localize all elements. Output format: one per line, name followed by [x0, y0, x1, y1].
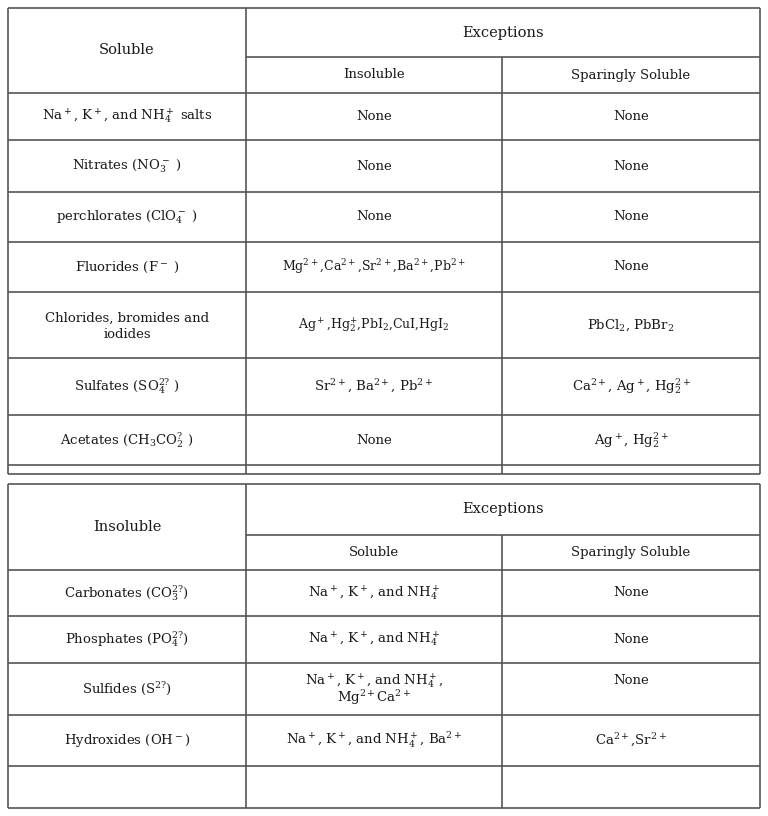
- Text: Hydroxides (OH$^-$): Hydroxides (OH$^-$): [64, 732, 190, 749]
- Text: Mg$^{2+}$Ca$^{2+}$: Mg$^{2+}$Ca$^{2+}$: [337, 689, 411, 707]
- Text: Soluble: Soluble: [349, 546, 399, 559]
- Text: None: None: [613, 587, 649, 600]
- Text: Insoluble: Insoluble: [343, 69, 405, 82]
- Text: None: None: [613, 159, 649, 172]
- Text: PbCl$_2$, PbBr$_2$: PbCl$_2$, PbBr$_2$: [588, 317, 674, 333]
- Text: Ag$^+$,Hg$_2^{+}$,PbI$_2$,CuI,HgI$_2$: Ag$^+$,Hg$_2^{+}$,PbI$_2$,CuI,HgI$_2$: [298, 316, 450, 335]
- Text: Mg$^{2+}$,Ca$^{2+}$,Sr$^{2+}$,Ba$^{2+}$,Pb$^{2+}$: Mg$^{2+}$,Ca$^{2+}$,Sr$^{2+}$,Ba$^{2+}$,…: [282, 258, 466, 277]
- Text: Nitrates (NO$_3^-$ ): Nitrates (NO$_3^-$ ): [72, 157, 182, 175]
- Text: Sulfides (S$^{2?}$): Sulfides (S$^{2?}$): [82, 681, 172, 698]
- Text: None: None: [613, 633, 649, 646]
- Text: None: None: [356, 211, 392, 224]
- Text: Sparingly Soluble: Sparingly Soluble: [571, 69, 690, 82]
- Text: Na$^+$, K$^+$, and NH$_4^+$ salts: Na$^+$, K$^+$, and NH$_4^+$ salts: [41, 107, 212, 126]
- Text: Ca$^{2+}$,Sr$^{2+}$: Ca$^{2+}$,Sr$^{2+}$: [595, 732, 667, 749]
- Text: perchlorates (ClO$_4^-$ ): perchlorates (ClO$_4^-$ ): [56, 208, 198, 226]
- Text: Sparingly Soluble: Sparingly Soluble: [571, 546, 690, 559]
- Text: Phosphates (PO$_4^{2?}$): Phosphates (PO$_4^{2?}$): [65, 630, 189, 650]
- Text: Na$^+$, K$^+$, and NH$_4^+$: Na$^+$, K$^+$, and NH$_4^+$: [308, 630, 440, 649]
- Text: None: None: [356, 433, 392, 446]
- Text: None: None: [613, 260, 649, 273]
- Text: Acetates (CH$_3$CO$_2^?$ ): Acetates (CH$_3$CO$_2^?$ ): [61, 430, 194, 450]
- Text: Fluorides (F$^-$ ): Fluorides (F$^-$ ): [74, 259, 179, 274]
- Text: Ag$^+$, Hg$_2^{2+}$: Ag$^+$, Hg$_2^{2+}$: [594, 430, 668, 450]
- Text: Exceptions: Exceptions: [462, 503, 544, 517]
- Text: Na$^+$, K$^+$, and NH$_4^+$: Na$^+$, K$^+$, and NH$_4^+$: [308, 583, 440, 602]
- Text: None: None: [613, 675, 649, 688]
- Text: Chlorides, bromides and: Chlorides, bromides and: [45, 312, 209, 325]
- Text: Ca$^{2+}$, Ag$^+$, Hg$_2^{2+}$: Ca$^{2+}$, Ag$^+$, Hg$_2^{2+}$: [571, 377, 690, 397]
- Text: Carbonates (CO$_3^{2?}$): Carbonates (CO$_3^{2?}$): [65, 583, 190, 603]
- Text: Na$^+$, K$^+$, and NH$_4^+$,: Na$^+$, K$^+$, and NH$_4^+$,: [305, 672, 443, 690]
- Text: Soluble: Soluble: [99, 43, 155, 57]
- Text: iodides: iodides: [103, 327, 151, 340]
- Text: Exceptions: Exceptions: [462, 25, 544, 39]
- Text: None: None: [356, 159, 392, 172]
- Text: Insoluble: Insoluble: [93, 520, 161, 534]
- Text: None: None: [613, 110, 649, 123]
- Text: Na$^+$, K$^+$, and NH$_4^+$, Ba$^{2+}$: Na$^+$, K$^+$, and NH$_4^+$, Ba$^{2+}$: [286, 731, 462, 750]
- Text: None: None: [356, 110, 392, 123]
- Text: Sulfates (SO$_4^{2?}$ ): Sulfates (SO$_4^{2?}$ ): [74, 377, 180, 397]
- Text: Sr$^{2+}$, Ba$^{2+}$, Pb$^{2+}$: Sr$^{2+}$, Ba$^{2+}$, Pb$^{2+}$: [314, 378, 434, 395]
- Text: None: None: [613, 211, 649, 224]
